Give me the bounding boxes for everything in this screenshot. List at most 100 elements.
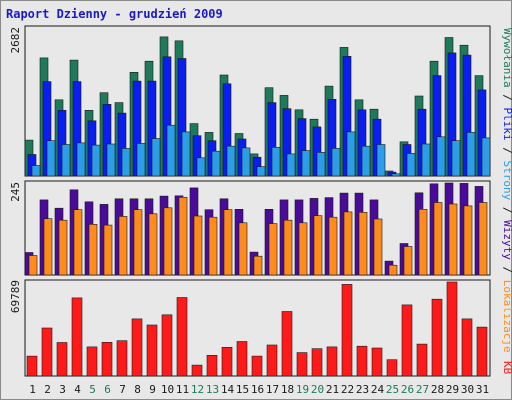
x-label-day-12: 12 [191, 383, 204, 396]
bar-sites-day-22 [343, 211, 353, 276]
legend-wywolania: Wywołania [501, 28, 512, 88]
report-title: Raport Dzienny - grudzień 2009 [6, 7, 223, 21]
bar-kbytes-day-20 [311, 348, 323, 377]
legend-wizyty: Wizyty [501, 220, 512, 260]
bar-pages-day-30 [466, 132, 476, 177]
bar-pages-day-1 [31, 165, 41, 177]
x-label-day-22: 22 [341, 383, 354, 396]
x-label-day-4: 4 [74, 383, 81, 396]
bar-pages-day-29 [451, 140, 461, 177]
x-label-day-8: 8 [134, 383, 141, 396]
bar-pages-day-20 [316, 152, 326, 177]
bar-kbytes-day-31 [476, 326, 488, 377]
x-axis-labels: 1 2 3 4 5 6 7 8 9 10 11 12 13 14 15 16 17 18 19 20 21 22 23 24 2… [29, 383, 489, 396]
x-label-day-19: 19 [296, 383, 309, 396]
bar-sites-day-14 [223, 209, 233, 276]
bar-kbytes-day-12 [191, 364, 203, 377]
bar-pages-day-18 [286, 153, 296, 177]
bar-pages-day-31 [481, 137, 491, 177]
bar-pages-day-4 [76, 142, 86, 177]
x-label-day-30: 30 [461, 383, 474, 396]
legend-strony: Strony [501, 160, 512, 200]
x-label-day-7: 7 [119, 383, 126, 396]
x-label-day-24: 24 [371, 383, 385, 396]
x-label-day-10: 10 [161, 383, 174, 396]
bar-pages-day-19 [301, 150, 311, 177]
bar-sites-day-17 [268, 223, 278, 276]
bar-sites-day-7 [118, 216, 128, 276]
bar-sites-day-10 [163, 207, 173, 276]
panel2-ymax-label: 245 [9, 182, 22, 202]
bar-pages-day-11 [181, 131, 191, 177]
x-label-day-11: 11 [176, 383, 189, 396]
bar-sites-day-30 [463, 205, 473, 276]
bar-kbytes-day-6 [101, 341, 113, 377]
x-label-day-23: 23 [356, 383, 369, 396]
bar-kbytes-day-4 [71, 297, 83, 377]
bar-kbytes-day-14 [221, 346, 233, 377]
x-label-day-31: 31 [476, 383, 489, 396]
bar-sites-day-24 [373, 218, 383, 276]
bar-sites-day-16 [253, 255, 263, 276]
bar-pages-day-25 [391, 173, 401, 177]
x-label-day-16: 16 [251, 383, 264, 396]
bar-kbytes-day-16 [251, 355, 263, 377]
bar-kbytes-day-23 [356, 345, 368, 377]
bar-pages-day-2 [46, 140, 56, 177]
x-label-day-13: 13 [206, 383, 219, 396]
bar-kbytes-day-25 [386, 359, 398, 377]
bar-sites-day-23 [358, 212, 368, 276]
bar-sites-day-8 [133, 209, 143, 276]
bar-sites-day-9 [148, 213, 158, 276]
bar-kbytes-day-8 [131, 318, 143, 377]
panel3-ymax-label: 69789 [9, 280, 22, 313]
bar-pages-day-3 [61, 144, 71, 177]
bar-kbytes-day-15 [236, 341, 248, 377]
x-label-day-28: 28 [431, 383, 444, 396]
bar-kbytes-day-17 [266, 344, 278, 377]
bar-pages-day-24 [376, 144, 386, 177]
bar-sites-day-19 [298, 222, 308, 276]
bar-kbytes-day-13 [206, 354, 218, 377]
bar-sites-day-29 [448, 203, 458, 276]
x-label-day-5: 5 [89, 383, 96, 396]
bar-kbytes-day-9 [146, 324, 158, 377]
bar-pages-day-16 [256, 166, 266, 177]
bar-pages-day-14 [226, 145, 236, 177]
x-label-day-1: 1 [29, 383, 36, 396]
legend-lokalizacje: Lokalizacje [501, 280, 512, 353]
bar-pages-day-12 [196, 157, 206, 177]
bar-sites-day-28 [433, 202, 443, 276]
panel1-ymax-label: 2682 [9, 27, 22, 54]
bar-pages-day-27 [421, 143, 431, 177]
bar-pages-day-9 [151, 138, 161, 177]
bar-kbytes-day-24 [371, 347, 383, 377]
bar-kbytes-day-1 [26, 355, 38, 377]
bar-kbytes-day-5 [86, 346, 98, 377]
bar-kbytes-day-19 [296, 352, 308, 377]
x-label-day-27: 27 [416, 383, 429, 396]
bar-pages-day-5 [91, 144, 101, 177]
bar-sites-day-5 [88, 224, 98, 276]
x-label-day-18: 18 [281, 383, 294, 396]
bar-sites-day-26 [403, 246, 413, 276]
bar-kbytes-day-28 [431, 298, 443, 377]
bar-pages-day-22 [346, 131, 356, 177]
x-label-day-25: 25 [386, 383, 399, 396]
x-label-day-3: 3 [59, 383, 66, 396]
bar-kbytes-day-18 [281, 311, 293, 377]
bar-kbytes-day-26 [401, 304, 413, 377]
x-label-day-6: 6 [104, 383, 111, 396]
bar-pages-day-7 [121, 148, 131, 177]
legend-right-series: Wywołania / Pliki / Strony / Wizyty / Lo… [501, 28, 512, 353]
bar-sites-day-15 [238, 222, 248, 276]
bar-kbytes-day-11 [176, 297, 188, 377]
x-label-day-17: 17 [266, 383, 279, 396]
bar-sites-day-4 [73, 209, 83, 276]
bar-kbytes-day-27 [416, 343, 428, 377]
bar-kbytes-day-29 [446, 281, 458, 377]
bar-kbytes-day-2 [41, 327, 53, 377]
bar-kbytes-day-7 [116, 340, 128, 377]
